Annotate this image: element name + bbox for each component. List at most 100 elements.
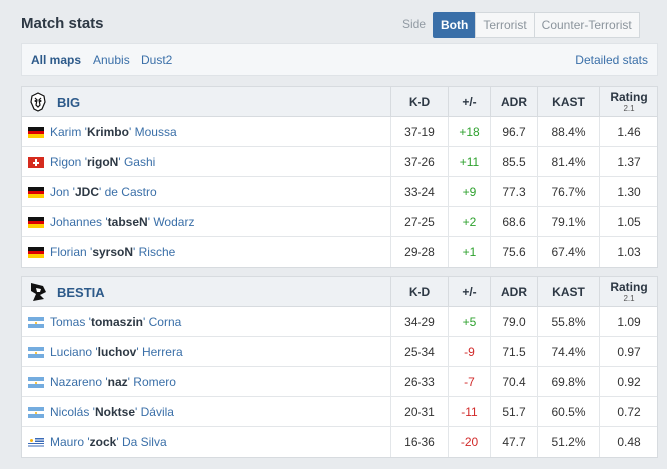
player-name-link[interactable]: Johannes 'tabseN' Wodarz xyxy=(50,215,194,229)
stat-kast: 79.1% xyxy=(537,207,599,237)
column-header-plusminus: +/- xyxy=(448,87,490,117)
stat-kast: 55.8% xyxy=(537,307,599,337)
player-row: Tomas 'tomaszin' Corna 34-29 +5 79.0 55.8% 1.… xyxy=(22,307,657,337)
column-header-kast: KAST xyxy=(537,87,599,117)
team-stats-table-big: BIG K-D +/- ADR KAST Rating 2.1 Karim 'Krimbo' … xyxy=(21,86,658,268)
stat-rating: 0.97 xyxy=(599,337,658,367)
detailed-stats-link[interactable]: Detailed stats xyxy=(575,53,648,67)
tab-terrorist[interactable]: Terrorist xyxy=(475,12,535,38)
map-tab-dust2[interactable]: Dust2 xyxy=(141,53,173,67)
stat-adr: 85.5 xyxy=(490,147,537,177)
germany-flag-icon xyxy=(28,247,44,258)
player-last-name: ' Gashi xyxy=(118,155,156,169)
column-header-adr-label: ADR xyxy=(501,285,527,299)
player-row: Rigon 'rigoN' Gashi 37-26 +11 85.5 81.4% 1.37 xyxy=(22,147,657,177)
player-nickname: Krimbo xyxy=(86,125,129,139)
team-name[interactable]: BESTIA xyxy=(57,285,105,300)
column-header-kd: K-D xyxy=(390,277,448,307)
stat-kast: 74.4% xyxy=(537,337,599,367)
germany-flag-icon xyxy=(28,127,44,138)
player-last-name: ' Moussa xyxy=(128,125,177,139)
player-first-name: Johannes ' xyxy=(50,215,108,229)
stat-adr: 75.6 xyxy=(490,237,537,267)
stat-rating: 1.30 xyxy=(599,177,658,207)
player-row: Jon 'JDC' de Castro 33-24 +9 77.3 76.7% 1.30 xyxy=(22,177,657,207)
uruguay-flag-icon xyxy=(28,437,44,448)
player-name-link[interactable]: Florian 'syrsoN' Rische xyxy=(50,245,175,259)
match-stats-header: Match stats Side Both Terrorist Counter-… xyxy=(0,0,667,48)
stat-adr: 68.6 xyxy=(490,207,537,237)
map-tab-all-maps[interactable]: All maps xyxy=(31,53,82,67)
tab-counter-terrorist[interactable]: Counter-Terrorist xyxy=(533,12,640,38)
player-name-link[interactable]: Rigon 'rigoN' Gashi xyxy=(50,155,155,169)
big-team-logo-icon[interactable] xyxy=(28,92,48,112)
player-nickname: syrsoN xyxy=(92,245,133,259)
player-first-name: Nicolás ' xyxy=(50,405,95,419)
player-last-name: ' Wodarz xyxy=(147,215,195,229)
stat-rating: 0.48 xyxy=(599,427,658,457)
player-row: Johannes 'tabseN' Wodarz 27-25 +2 68.6 79.1%… xyxy=(22,207,657,237)
player-nickname: luchov xyxy=(97,345,137,359)
stat-rating: 1.03 xyxy=(599,237,658,267)
stat-plusminus: +5 xyxy=(448,307,490,337)
stat-kd: 33-24 xyxy=(390,177,448,207)
player-name-link[interactable]: Nicolás 'Noktse' Dávila xyxy=(50,405,174,419)
side-tabs: Both Terrorist Counter-Terrorist xyxy=(433,12,640,38)
player-nickname: tabseN xyxy=(107,215,148,229)
map-tab-anubis[interactable]: Anubis xyxy=(93,53,130,67)
player-last-name: ' Corna xyxy=(142,315,182,329)
stat-plusminus: +9 xyxy=(448,177,490,207)
column-header-plusminus-label: +/- xyxy=(462,285,477,299)
stat-kast: 76.7% xyxy=(537,177,599,207)
player-first-name: Tomas ' xyxy=(50,315,91,329)
player-row: Florian 'syrsoN' Rische 29-28 +1 75.6 67.4% 1… xyxy=(22,237,657,267)
stat-kd: 20-31 xyxy=(390,397,448,427)
stat-kast: 67.4% xyxy=(537,237,599,267)
player-name-link[interactable]: Nazareno 'naz' Romero xyxy=(50,375,176,389)
maps-filter-bar: All maps Anubis Dust2 Detailed stats xyxy=(21,43,658,76)
stat-kd: 37-19 xyxy=(390,117,448,147)
rating-version: 2.1 xyxy=(623,294,635,303)
player-first-name: Florian ' xyxy=(50,245,93,259)
argentina-flag-icon xyxy=(28,347,44,358)
team-name[interactable]: BIG xyxy=(57,95,81,110)
stat-kd: 26-33 xyxy=(390,367,448,397)
player-row: Mauro 'zock' Da Silva 16-36 -20 47.7 51.2% 0.… xyxy=(22,427,657,457)
column-header-plusminus: +/- xyxy=(448,277,490,307)
column-header-adr: ADR xyxy=(490,87,537,117)
stat-rating: 1.09 xyxy=(599,307,658,337)
stat-kd: 37-26 xyxy=(390,147,448,177)
player-first-name: Mauro ' xyxy=(50,435,90,449)
stat-rating: 0.92 xyxy=(599,367,658,397)
player-row: Karim 'Krimbo' Moussa 37-19 +18 96.7 88.4% 1.… xyxy=(22,117,657,147)
argentina-flag-icon xyxy=(28,407,44,418)
column-header-rating-label: Rating xyxy=(610,90,648,104)
stat-kast: 81.4% xyxy=(537,147,599,177)
player-nickname: naz xyxy=(107,375,128,389)
player-name-link[interactable]: Mauro 'zock' Da Silva xyxy=(50,435,167,449)
stat-rating: 1.37 xyxy=(599,147,658,177)
stat-kast: 88.4% xyxy=(537,117,599,147)
germany-flag-icon xyxy=(28,217,44,228)
tab-both[interactable]: Both xyxy=(433,12,477,38)
stat-adr: 51.7 xyxy=(490,397,537,427)
player-name-link[interactable]: Luciano 'luchov' Herrera xyxy=(50,345,183,359)
stat-adr: 96.7 xyxy=(490,117,537,147)
player-last-name: ' Herrera xyxy=(136,345,183,359)
player-first-name: Karim ' xyxy=(50,125,87,139)
player-name-link[interactable]: Jon 'JDC' de Castro xyxy=(50,185,157,199)
column-header-rating: Rating 2.1 xyxy=(599,87,658,117)
team-header: BIG K-D +/- ADR KAST Rating 2.1 xyxy=(22,87,657,117)
team-header: BESTIA K-D +/- ADR KAST Rating 2.1 xyxy=(22,277,657,307)
column-header-adr-label: ADR xyxy=(501,95,527,109)
player-nickname: rigoN xyxy=(86,155,119,169)
column-header-adr: ADR xyxy=(490,277,537,307)
stat-plusminus: +2 xyxy=(448,207,490,237)
bestia-team-logo-icon[interactable] xyxy=(28,282,48,302)
player-name-link[interactable]: Karim 'Krimbo' Moussa xyxy=(50,125,177,139)
stat-kast: 51.2% xyxy=(537,427,599,457)
player-name-link[interactable]: Tomas 'tomaszin' Corna xyxy=(50,315,181,329)
stat-plusminus: -9 xyxy=(448,337,490,367)
rating-version: 2.1 xyxy=(623,104,635,113)
player-last-name: ' Da Silva xyxy=(116,435,167,449)
